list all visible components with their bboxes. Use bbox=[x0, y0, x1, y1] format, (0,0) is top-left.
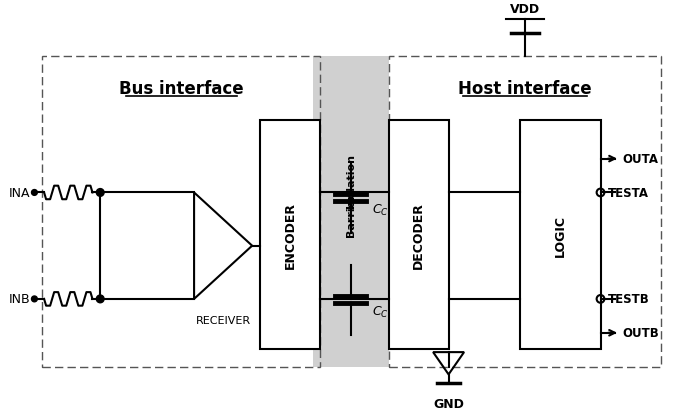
Text: DECODER: DECODER bbox=[412, 202, 425, 268]
Text: OUTA: OUTA bbox=[623, 153, 659, 166]
Text: TESTB: TESTB bbox=[608, 293, 650, 306]
Text: INA: INA bbox=[9, 187, 31, 199]
Text: Barrier: Barrier bbox=[346, 192, 356, 236]
Bar bbox=[520, 121, 600, 349]
Circle shape bbox=[31, 190, 37, 196]
Text: INB: INB bbox=[9, 293, 31, 306]
Text: VDD: VDD bbox=[510, 3, 540, 17]
Text: OUTB: OUTB bbox=[623, 326, 660, 339]
Text: RECEIVER: RECEIVER bbox=[195, 316, 251, 325]
Bar bbox=[313, 57, 389, 367]
Text: GND: GND bbox=[433, 396, 464, 410]
Text: $C_C$: $C_C$ bbox=[372, 202, 389, 217]
Text: Bus interface: Bus interface bbox=[119, 80, 244, 98]
Bar bbox=[389, 57, 662, 367]
Bar bbox=[260, 121, 320, 349]
Text: Host interface: Host interface bbox=[458, 80, 592, 98]
Bar bbox=[42, 57, 320, 367]
Text: Isolation: Isolation bbox=[346, 154, 356, 207]
Text: TESTA: TESTA bbox=[608, 187, 649, 199]
Text: LOGIC: LOGIC bbox=[554, 214, 567, 256]
Circle shape bbox=[96, 189, 104, 197]
Circle shape bbox=[96, 295, 104, 303]
Circle shape bbox=[31, 296, 37, 302]
Text: $C_C$: $C_C$ bbox=[372, 304, 389, 319]
Text: ENCODER: ENCODER bbox=[283, 202, 297, 268]
Bar bbox=[389, 121, 449, 349]
